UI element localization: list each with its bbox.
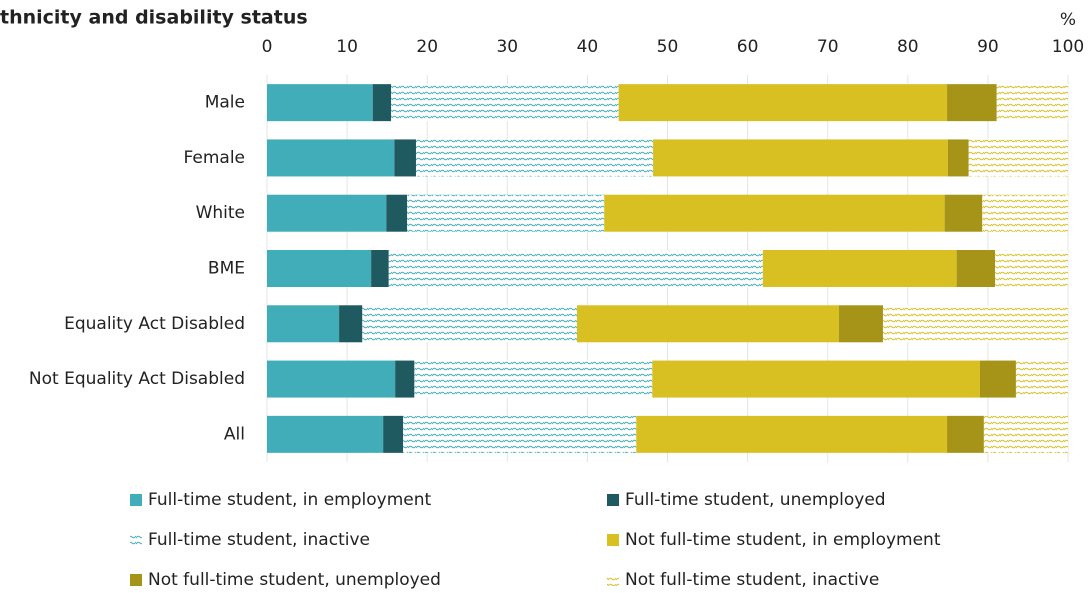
bar-segment [982, 194, 1068, 232]
x-tick-label: 60 [737, 37, 759, 57]
legend-label: Not full-time student, in employment [625, 530, 941, 550]
bar-segment [267, 139, 395, 177]
x-tick-label: 70 [817, 37, 839, 57]
bar-segment [394, 139, 416, 177]
bar-segment [996, 84, 1068, 122]
unit-label: % [1060, 10, 1076, 30]
bar-segment [604, 194, 945, 232]
x-tick-label: 80 [897, 37, 919, 57]
bar-segment [391, 84, 619, 122]
legend-label: Not full-time student, unemployed [148, 570, 441, 590]
bar-segment [947, 139, 969, 177]
bar-segment [618, 84, 948, 122]
bar-segment [838, 305, 883, 343]
bar-segment [371, 250, 389, 287]
x-tick-label: 90 [977, 37, 999, 57]
bar-segment [995, 250, 1068, 287]
y-tick-label: BME [208, 259, 245, 279]
bar-segment [267, 415, 384, 453]
legend-label: Full-time student, inactive [148, 530, 370, 550]
bar-segment [653, 139, 948, 177]
x-tick-label: 10 [336, 37, 358, 57]
y-tick-label: White [196, 203, 245, 223]
bar-segment [267, 250, 372, 287]
bar-segment [652, 360, 980, 398]
y-tick-label: Equality Act Disabled [64, 314, 245, 334]
bar-segment [576, 305, 839, 343]
bar-segment [968, 139, 1068, 177]
bar-segment [407, 194, 605, 232]
bar-segment [414, 360, 653, 398]
bar-segment [956, 250, 996, 287]
legend-label: Full-time student, in employment [148, 490, 431, 510]
x-tick-label: 30 [496, 37, 518, 57]
y-tick-label: Male [205, 93, 245, 113]
bar-segment [267, 305, 340, 343]
bar-segment [383, 415, 404, 453]
legend-swatch [130, 494, 142, 506]
bar-segment [882, 305, 1068, 343]
x-tick-label: 100 [1052, 37, 1084, 57]
bar-segment [415, 139, 654, 177]
bar-segment [762, 250, 957, 287]
chart-title: thnicity and disability status [0, 7, 308, 29]
legend-swatch [130, 574, 142, 586]
legend-swatch [130, 534, 142, 546]
bar-segment [403, 415, 637, 453]
bar-segment [388, 250, 763, 287]
bar-segment [372, 84, 392, 122]
y-tick-label: Female [184, 148, 245, 168]
x-tick-label: 20 [416, 37, 438, 57]
bar-segment [267, 194, 387, 232]
legend-swatch [607, 574, 619, 586]
bar-segment [979, 360, 1016, 398]
y-tick-label: Not Equality Act Disabled [29, 369, 245, 389]
bar-segment [339, 305, 363, 343]
x-tick-label: 40 [577, 37, 599, 57]
legend-label: Full-time student, unemployed [625, 490, 886, 510]
bar-segment [636, 415, 948, 453]
x-tick-label: 0 [262, 37, 273, 57]
bar-segment [362, 305, 577, 343]
bar-segment [267, 360, 396, 398]
bar-segment [267, 84, 373, 122]
bar-segment [386, 194, 408, 232]
bar-segment [395, 360, 415, 398]
x-tick-label: 50 [657, 37, 679, 57]
legend-label: Not full-time student, inactive [625, 570, 879, 590]
bar-segment [944, 194, 983, 232]
bar-segment [1015, 360, 1068, 398]
bar-segment [947, 84, 997, 122]
bar-segment [983, 415, 1068, 453]
legend-swatch [607, 534, 619, 546]
legend-swatch [607, 494, 619, 506]
y-tick-label: All [224, 424, 245, 444]
bar-segment [947, 415, 984, 453]
